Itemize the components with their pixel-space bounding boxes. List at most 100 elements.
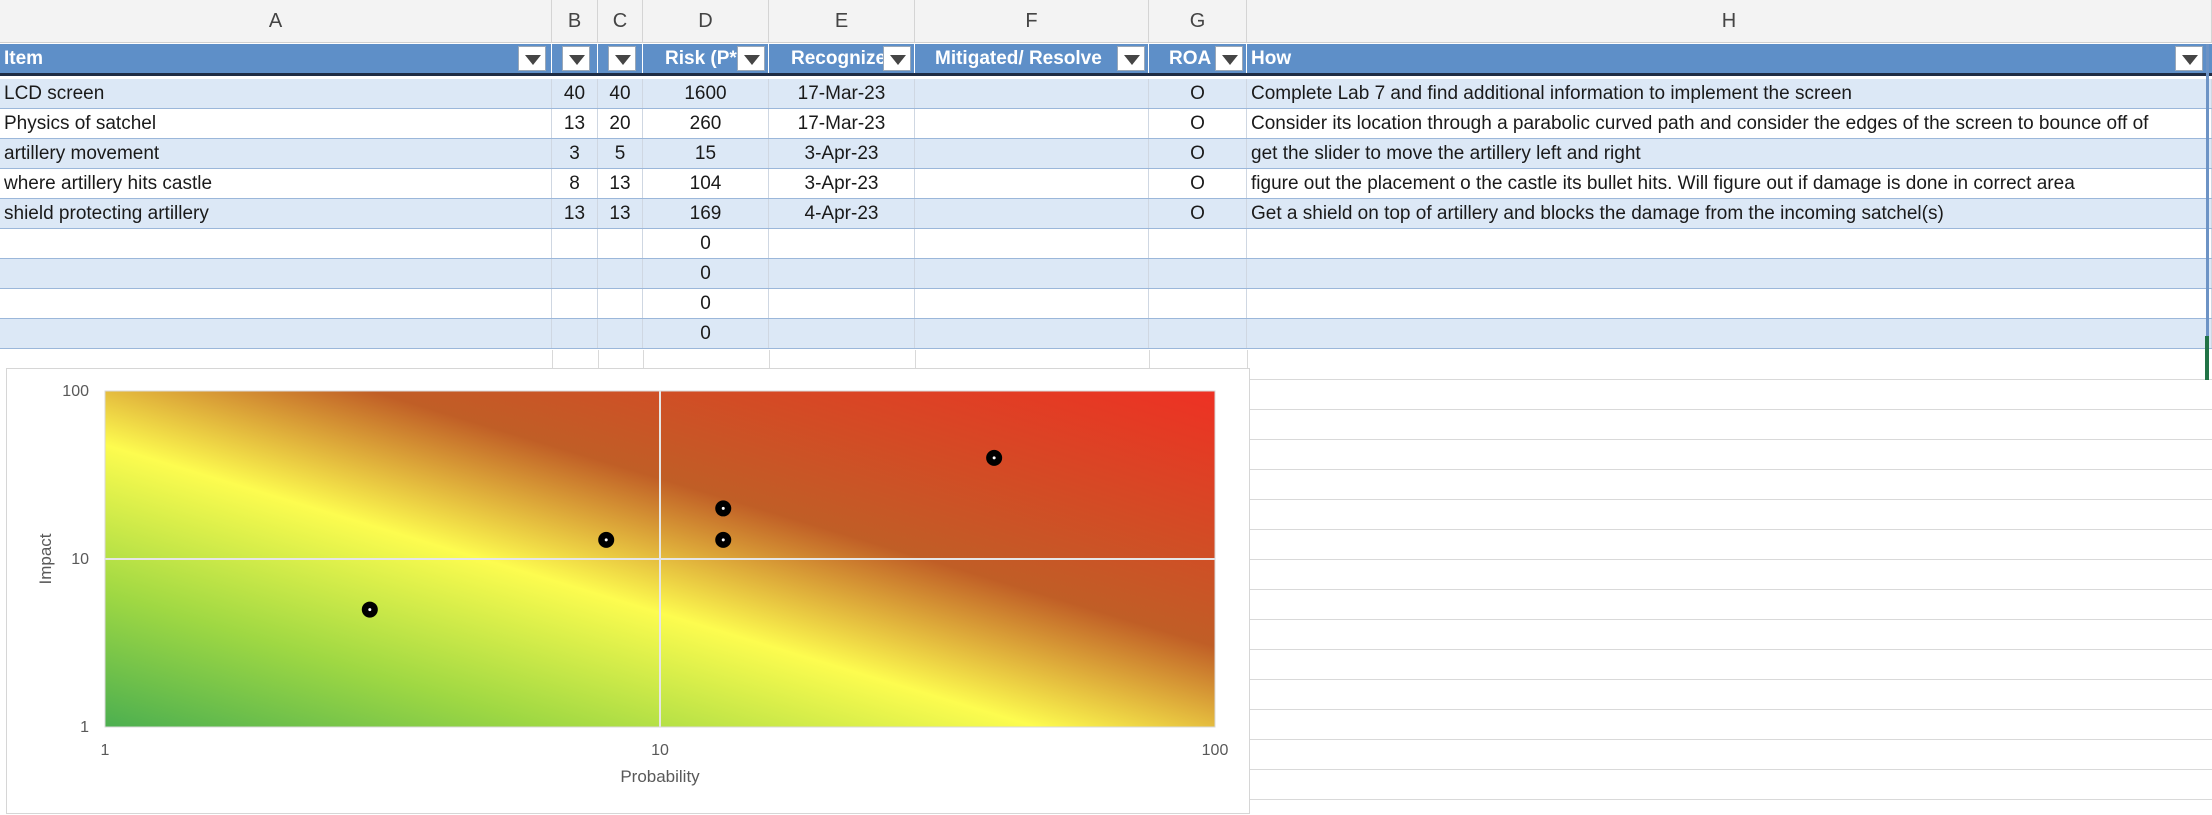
cell-c[interactable]: 13: [598, 169, 643, 198]
cell-mitigated[interactable]: [915, 319, 1149, 348]
cell-b[interactable]: 13: [552, 199, 598, 228]
cell-how[interactable]: [1247, 319, 2212, 348]
cell-recognized[interactable]: 3-Apr-23: [769, 139, 915, 168]
cell-mitigated[interactable]: [915, 169, 1149, 198]
table-row: Physics of satchel 13 20 260 17-Mar-23 O Consi…: [0, 109, 2212, 139]
cell-recognized[interactable]: [769, 229, 915, 258]
cell-mitigated[interactable]: [915, 79, 1149, 108]
cell-mitigated[interactable]: [915, 199, 1149, 228]
cell-how[interactable]: [1247, 229, 2212, 258]
cell-item[interactable]: Physics of satchel: [0, 109, 552, 138]
column-letter-e[interactable]: E: [769, 0, 915, 42]
cell-risk[interactable]: 169: [643, 199, 769, 228]
filter-dropdown-icon[interactable]: [1215, 46, 1243, 71]
cell-risk[interactable]: 260: [643, 109, 769, 138]
cell-risk[interactable]: 0: [643, 229, 769, 258]
header-recognized: Recognize: [769, 44, 915, 73]
cell-risk[interactable]: 0: [643, 259, 769, 288]
cell-recognized[interactable]: 17-Mar-23: [769, 109, 915, 138]
cell-c[interactable]: [598, 319, 643, 348]
column-letter-c[interactable]: C: [598, 0, 643, 42]
cell-roam[interactable]: [1149, 319, 1247, 348]
cell-mitigated[interactable]: [915, 289, 1149, 318]
x-tick-label: 10: [651, 742, 669, 759]
filter-dropdown-icon[interactable]: [608, 46, 636, 71]
cell-roam[interactable]: O: [1149, 199, 1247, 228]
cell-c[interactable]: 40: [598, 79, 643, 108]
cell-mitigated[interactable]: [915, 139, 1149, 168]
cell-roam[interactable]: [1149, 259, 1247, 288]
cell-risk[interactable]: 0: [643, 319, 769, 348]
cell-c[interactable]: 5: [598, 139, 643, 168]
column-letter-g[interactable]: G: [1149, 0, 1247, 42]
cell-roam[interactable]: [1149, 229, 1247, 258]
filter-dropdown-icon[interactable]: [562, 46, 590, 71]
cell-how[interactable]: get the slider to move the artillery lef…: [1247, 139, 2212, 168]
cell-b[interactable]: [552, 259, 598, 288]
cell-b[interactable]: 8: [552, 169, 598, 198]
y-tick-label: 100: [62, 383, 89, 400]
table-resize-edge[interactable]: [2206, 44, 2209, 344]
row-gridline: [1246, 799, 2212, 800]
cell-b[interactable]: [552, 319, 598, 348]
cell-c[interactable]: 20: [598, 109, 643, 138]
cell-how[interactable]: figure out the placement o the castle it…: [1247, 169, 2212, 198]
column-letter-f[interactable]: F: [915, 0, 1149, 42]
column-letter-a[interactable]: A: [0, 0, 552, 42]
row-gridline: [1246, 439, 2212, 440]
cell-risk[interactable]: 1600: [643, 79, 769, 108]
cell-item[interactable]: artillery movement: [0, 139, 552, 168]
cell-item[interactable]: [0, 319, 552, 348]
column-letter-h[interactable]: H: [1247, 0, 2212, 42]
cell-b[interactable]: [552, 229, 598, 258]
cell-risk[interactable]: 15: [643, 139, 769, 168]
cell-roam[interactable]: O: [1149, 79, 1247, 108]
cell-recognized[interactable]: [769, 319, 915, 348]
cell-c[interactable]: [598, 289, 643, 318]
cell-risk[interactable]: 0: [643, 289, 769, 318]
header-item-label: Item: [4, 48, 44, 69]
cell-mitigated[interactable]: [915, 259, 1149, 288]
header-risk: Risk (P*: [643, 44, 769, 73]
cell-item[interactable]: [0, 259, 552, 288]
cell-item[interactable]: where artillery hits castle: [0, 169, 552, 198]
cell-b[interactable]: 3: [552, 139, 598, 168]
cell-mitigated[interactable]: [915, 229, 1149, 258]
y-tick-label: 1: [80, 719, 89, 736]
column-letter-b[interactable]: B: [552, 0, 598, 42]
cell-c[interactable]: 13: [598, 199, 643, 228]
filter-dropdown-icon[interactable]: [737, 46, 765, 71]
cell-recognized[interactable]: 4-Apr-23: [769, 199, 915, 228]
risk-chart[interactable]: 1 10 100 1 10 100 Probability Impact: [6, 368, 1250, 814]
cell-item[interactable]: [0, 289, 552, 318]
cell-c[interactable]: [598, 229, 643, 258]
cell-roam[interactable]: O: [1149, 139, 1247, 168]
filter-dropdown-icon[interactable]: [2175, 46, 2203, 71]
cell-how[interactable]: [1247, 289, 2212, 318]
cell-b[interactable]: 40: [552, 79, 598, 108]
cell-recognized[interactable]: 17-Mar-23: [769, 79, 915, 108]
cell-recognized[interactable]: [769, 289, 915, 318]
cell-c[interactable]: [598, 259, 643, 288]
cell-b[interactable]: 13: [552, 109, 598, 138]
cell-recognized[interactable]: 3-Apr-23: [769, 169, 915, 198]
filter-dropdown-icon[interactable]: [1117, 46, 1145, 71]
cell-mitigated[interactable]: [915, 109, 1149, 138]
cell-item[interactable]: [0, 229, 552, 258]
cell-recognized[interactable]: [769, 259, 915, 288]
cell-item[interactable]: shield protecting artillery: [0, 199, 552, 228]
filter-dropdown-icon[interactable]: [883, 46, 911, 71]
cell-how[interactable]: Consider its location through a paraboli…: [1247, 109, 2212, 138]
cell-how[interactable]: Complete Lab 7 and find additional infor…: [1247, 79, 2212, 108]
cell-roam[interactable]: [1149, 289, 1247, 318]
cell-risk[interactable]: 104: [643, 169, 769, 198]
cell-roam[interactable]: O: [1149, 169, 1247, 198]
cell-roam[interactable]: O: [1149, 109, 1247, 138]
cell-item[interactable]: LCD screen: [0, 79, 552, 108]
filter-dropdown-icon[interactable]: [518, 46, 546, 71]
cell-how[interactable]: Get a shield on top of artillery and blo…: [1247, 199, 2212, 228]
cell-b[interactable]: [552, 289, 598, 318]
table-row: 0: [0, 259, 2212, 289]
column-letter-d[interactable]: D: [643, 0, 769, 42]
cell-how[interactable]: [1247, 259, 2212, 288]
